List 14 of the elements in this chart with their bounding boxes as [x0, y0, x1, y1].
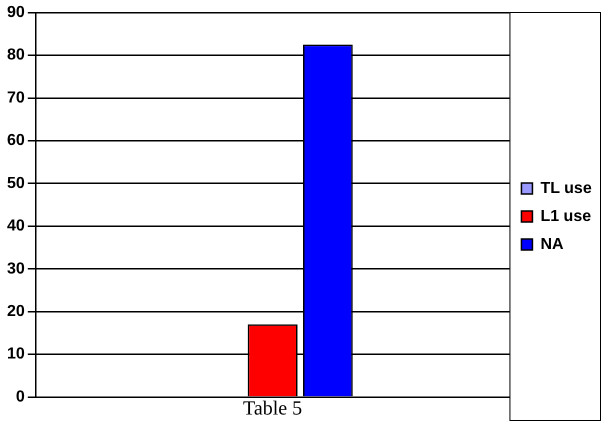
y-tick-label: 90 — [7, 4, 25, 22]
legend-label: NA — [540, 236, 564, 253]
y-tick-label: 10 — [7, 346, 25, 363]
y-tick-label: 50 — [7, 174, 25, 192]
legend-label: TL use — [540, 180, 592, 197]
y-tick-label: 40 — [7, 218, 25, 235]
y-tick-label: 60 — [7, 132, 25, 150]
y-tick-label: 70 — [7, 89, 25, 106]
legend-label: L1 use — [540, 208, 592, 225]
x-axis-title: Table 5 — [243, 397, 302, 420]
y-tick-label: 80 — [7, 46, 25, 64]
y-tick-label: 0 — [16, 388, 25, 406]
y-tick-label: 30 — [7, 260, 25, 278]
y-tick-label: 20 — [7, 302, 25, 320]
